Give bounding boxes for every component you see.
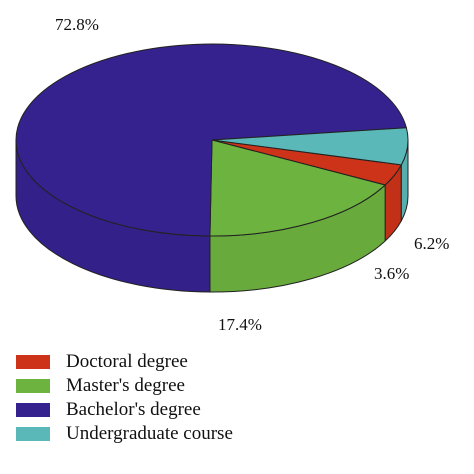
pie-labels: 3.6% 17.4% 72.8% 6.2%: [55, 15, 449, 334]
legend-swatch-bachelors: [16, 403, 50, 417]
pie-tops: [15, 43, 409, 237]
pie-label-doctoral: 3.6%: [374, 264, 409, 283]
legend-item-bachelors: Bachelor's degree: [16, 398, 233, 422]
legend-swatch-masters: [16, 379, 50, 393]
legend-item-undergraduate: Undergraduate course: [16, 422, 233, 446]
legend-swatch-doctoral: [16, 355, 50, 369]
legend-swatch-undergraduate: [16, 427, 50, 441]
pie-label-bachelors: 72.8%: [55, 15, 99, 34]
pie-label-masters: 17.4%: [218, 315, 262, 334]
pie-slice-masters: [209, 139, 386, 237]
legend: Doctoral degree Master's degree Bachelor…: [16, 350, 233, 446]
legend-item-masters: Master's degree: [16, 374, 233, 398]
legend-label-undergraduate: Undergraduate course: [66, 423, 233, 444]
legend-label-masters: Master's degree: [66, 375, 185, 396]
pie-slice-bachelors: [15, 43, 407, 237]
legend-label-bachelors: Bachelor's degree: [66, 399, 201, 420]
legend-item-doctoral: Doctoral degree: [16, 350, 233, 374]
pie-label-undergraduate: 6.2%: [414, 234, 449, 253]
legend-label-doctoral: Doctoral degree: [66, 351, 188, 372]
pie-slice-undergraduate: [211, 127, 409, 166]
